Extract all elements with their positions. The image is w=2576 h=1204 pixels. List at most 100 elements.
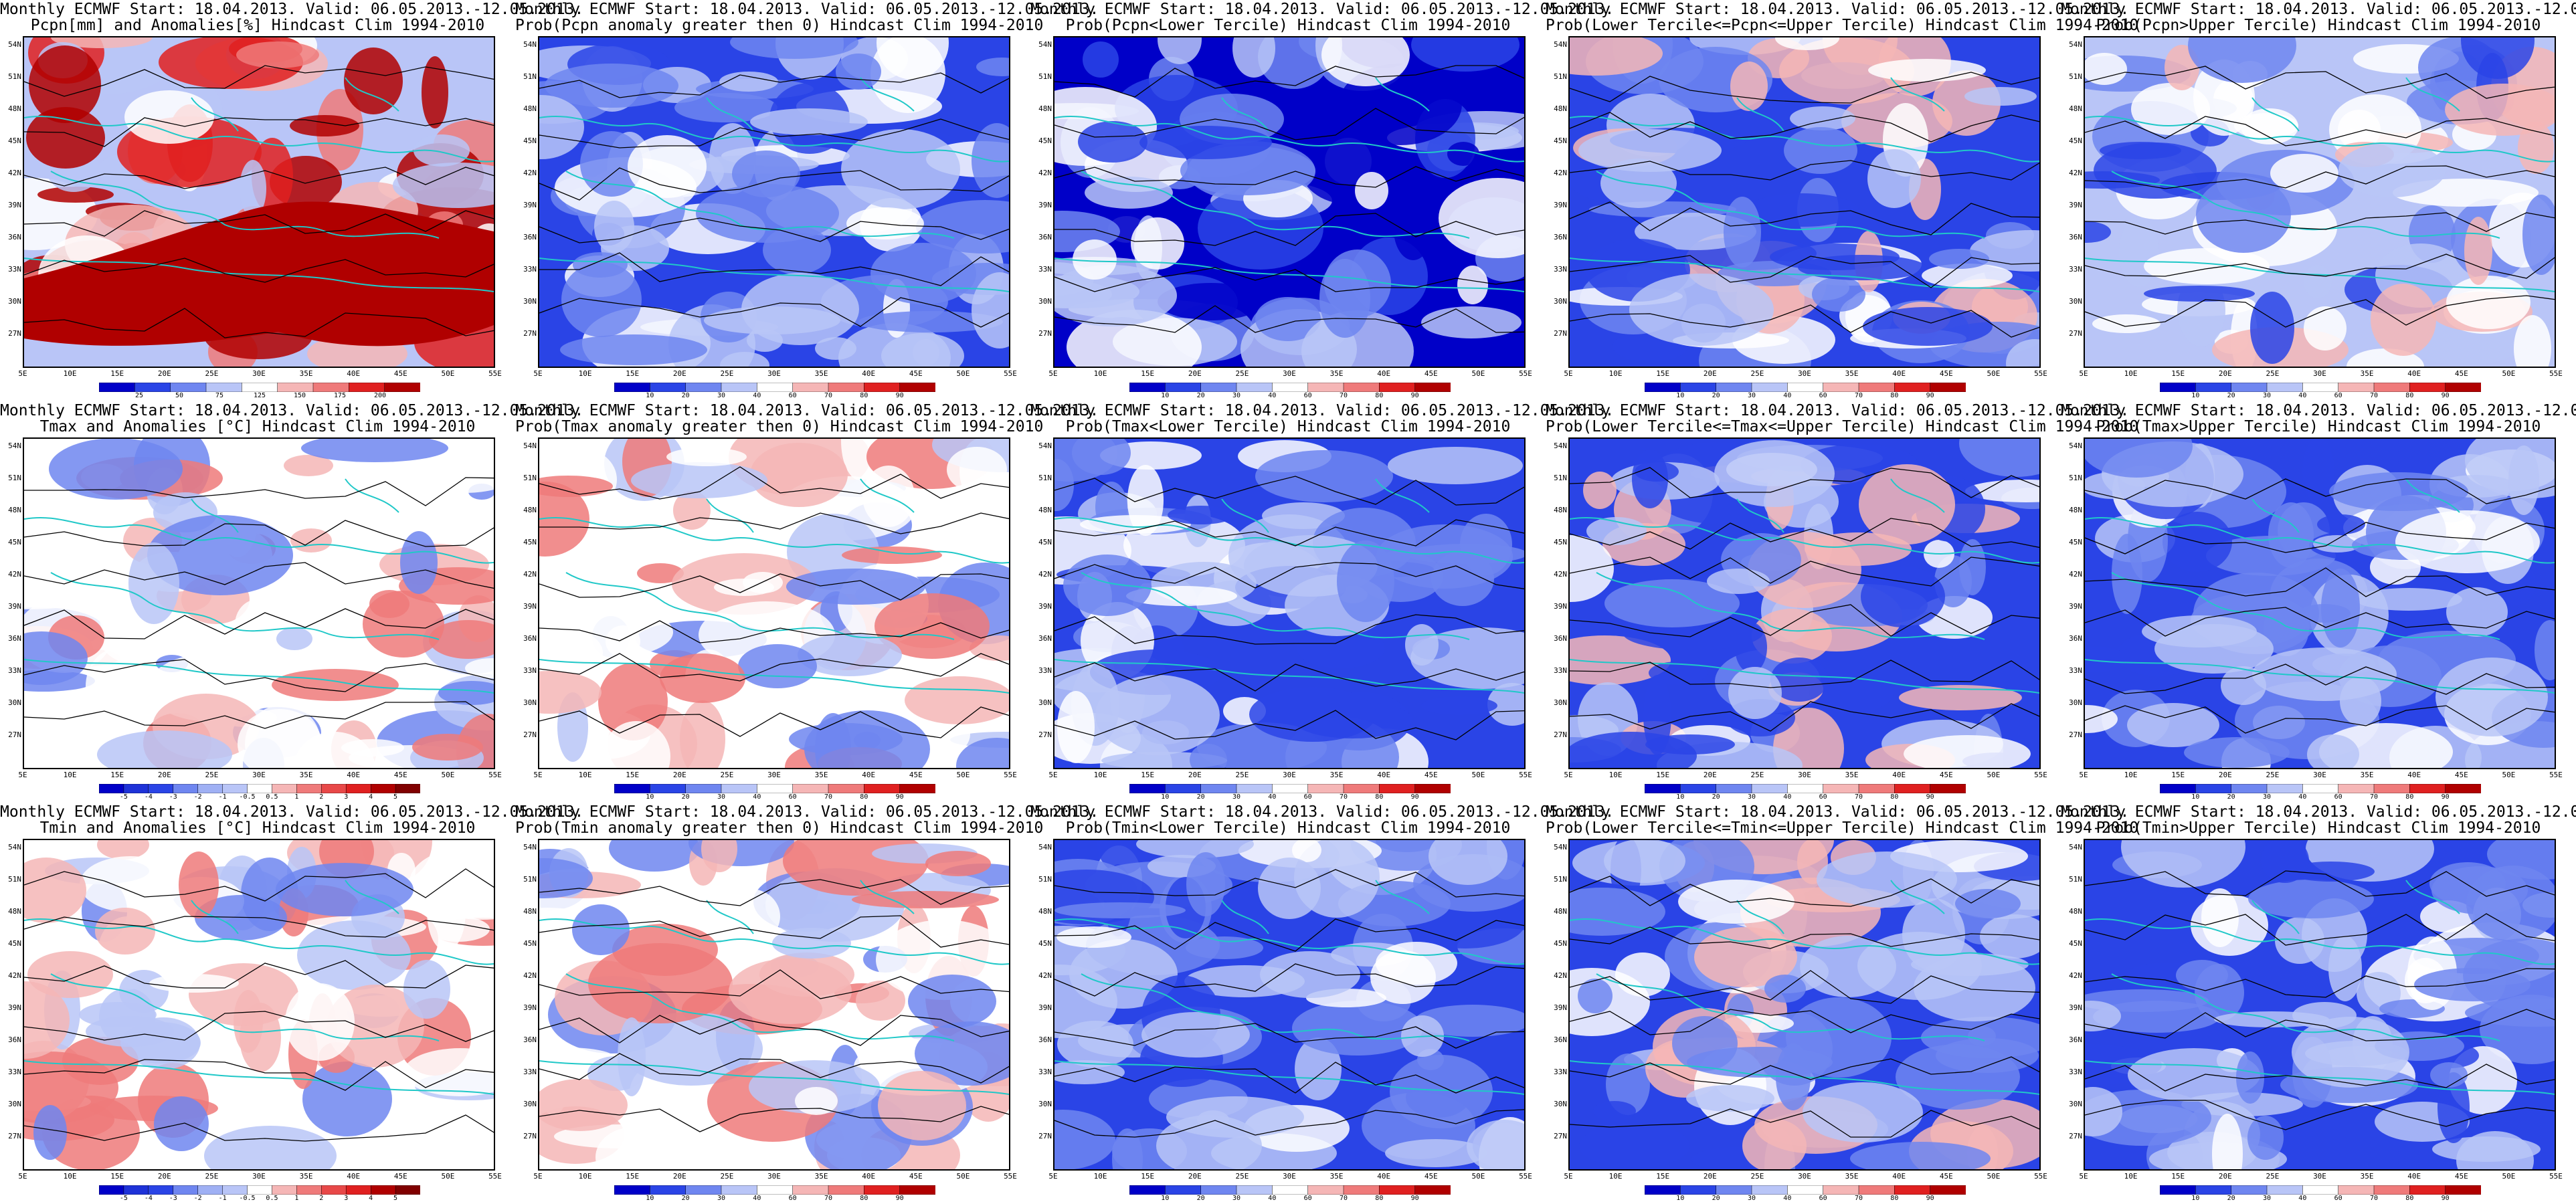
colorbar-swatch	[99, 383, 136, 392]
longitude-label: 15E	[1141, 1172, 1155, 1181]
field-patch	[2144, 286, 2255, 302]
field-patch	[815, 337, 856, 360]
field-patch	[660, 654, 745, 703]
map-panel: Monthly ECMWF Start: 18.04.2013. Valid: …	[2061, 401, 2576, 803]
coastline	[1596, 171, 1985, 239]
colorbar-swatch	[272, 1185, 298, 1195]
latitude-label: 30N	[523, 297, 537, 306]
field-patch	[1421, 306, 1522, 338]
field-patch	[937, 656, 1009, 677]
latitude-label: 36N	[523, 233, 537, 241]
colorbar-swatch	[247, 1185, 273, 1195]
latitude-label: 39N	[523, 602, 537, 611]
field-patch	[323, 504, 418, 550]
colorbar-label: 0.5	[266, 1195, 278, 1202]
field-patch	[719, 72, 778, 92]
latitude-label: 48N	[1554, 104, 1567, 113]
contour-line	[539, 706, 1009, 738]
field-patch	[1260, 951, 1360, 998]
colorbar-label: 60	[1819, 1195, 1827, 1202]
longitude-label: 15E	[1656, 1172, 1670, 1181]
latitude-label: 54N	[523, 40, 537, 49]
colorbar-label: 20	[1196, 1195, 1205, 1202]
colorbar-label: -5	[119, 1195, 128, 1202]
longitude-label: 45E	[393, 1172, 407, 1181]
field-patch	[2176, 960, 2228, 991]
coastline	[565, 572, 955, 640]
longitude-label: 20E	[1703, 1172, 1717, 1181]
colorbar-swatch	[2160, 784, 2197, 793]
colorbar	[1129, 784, 1451, 793]
colorbar-swatch	[2373, 383, 2411, 392]
field-patch	[795, 1087, 838, 1115]
colorbar-label: 25	[134, 392, 144, 399]
longitude-label: 10E	[578, 1172, 592, 1181]
colorbar-label: 40	[753, 392, 761, 399]
field-patch	[2480, 995, 2555, 1064]
field-patch	[422, 56, 448, 128]
colorbar-label: 30	[717, 392, 726, 399]
field-patch	[2522, 195, 2555, 275]
map-panel: Monthly ECMWF Start: 18.04.2013. Valid: …	[2061, 0, 2576, 401]
precip-band	[24, 201, 494, 346]
colorbar-swatch	[99, 784, 124, 793]
colorbar-swatch	[721, 1185, 758, 1195]
contour-line	[1570, 72, 2039, 104]
latitude-label: 51N	[523, 474, 537, 482]
colorbar-swatch	[2338, 383, 2375, 392]
field-patch	[1054, 459, 1074, 511]
contour-line	[1570, 876, 2039, 907]
field-patch	[862, 466, 915, 527]
field-patch	[1394, 199, 1433, 260]
colorbar-swatch	[614, 383, 651, 392]
field-patch	[412, 734, 483, 761]
colorbar-swatch	[1414, 784, 1451, 793]
colorbar-label: 70	[1339, 392, 1348, 399]
longitude-label: 55E	[1004, 369, 1017, 378]
latitude-label: 48N	[1038, 506, 1052, 514]
contour-line	[2085, 478, 2555, 504]
colorbar-swatch	[2445, 383, 2481, 392]
contour-line	[24, 608, 494, 639]
field-patch	[2212, 1114, 2243, 1169]
latitude-label: 30N	[2069, 698, 2082, 707]
colorbar-swatch	[1645, 383, 1681, 392]
contour-line	[1570, 518, 2039, 550]
field-patch	[2006, 339, 2039, 367]
longitude-label: 5E	[533, 771, 543, 779]
longitude-label: 25E	[205, 369, 219, 378]
field-patch	[750, 443, 848, 507]
colorbar-swatch	[1894, 784, 1931, 793]
colorbar-swatch	[1894, 383, 1931, 392]
field-patch	[701, 840, 737, 872]
coastline	[24, 115, 494, 163]
panel-title-line1: Monthly ECMWF Start: 18.04.2013. Valid: …	[2061, 1, 2576, 18]
colorbar-swatch	[170, 383, 207, 392]
colorbar-label: 60	[788, 392, 797, 399]
colorbar-label: 10	[1161, 1195, 1170, 1202]
latitude-label: 45N	[8, 939, 21, 948]
longitude-label: 55E	[2549, 369, 2563, 378]
colorbar-swatch	[370, 1185, 396, 1195]
colorbar-swatch	[1751, 1185, 1788, 1195]
coastline	[1054, 115, 1524, 163]
longitude-label: 30E	[2313, 1172, 2326, 1181]
latitude-label: 54N	[2069, 40, 2082, 49]
colorbar	[99, 784, 420, 793]
latitude-label: 36N	[1554, 1035, 1567, 1044]
longitude-label: 20E	[157, 771, 171, 779]
colorbar-label: 20	[681, 793, 690, 801]
field-patch	[905, 676, 1009, 724]
colorbar-label: 80	[1890, 1195, 1899, 1202]
longitude-label: 45E	[2454, 771, 2468, 779]
colorbar-swatch	[2302, 383, 2339, 392]
panel-title-line1: Monthly ECMWF Start: 18.04.2013. Valid: …	[515, 803, 1099, 821]
map-canvas	[2085, 37, 2555, 367]
field-patch	[2236, 1051, 2264, 1104]
latitude-label: 33N	[2069, 666, 2082, 675]
contour-line	[539, 466, 1009, 500]
field-patch	[2288, 862, 2375, 882]
field-patch	[1078, 121, 1147, 163]
colorbar-label: 70	[1339, 1195, 1348, 1202]
field-patch	[673, 491, 711, 530]
